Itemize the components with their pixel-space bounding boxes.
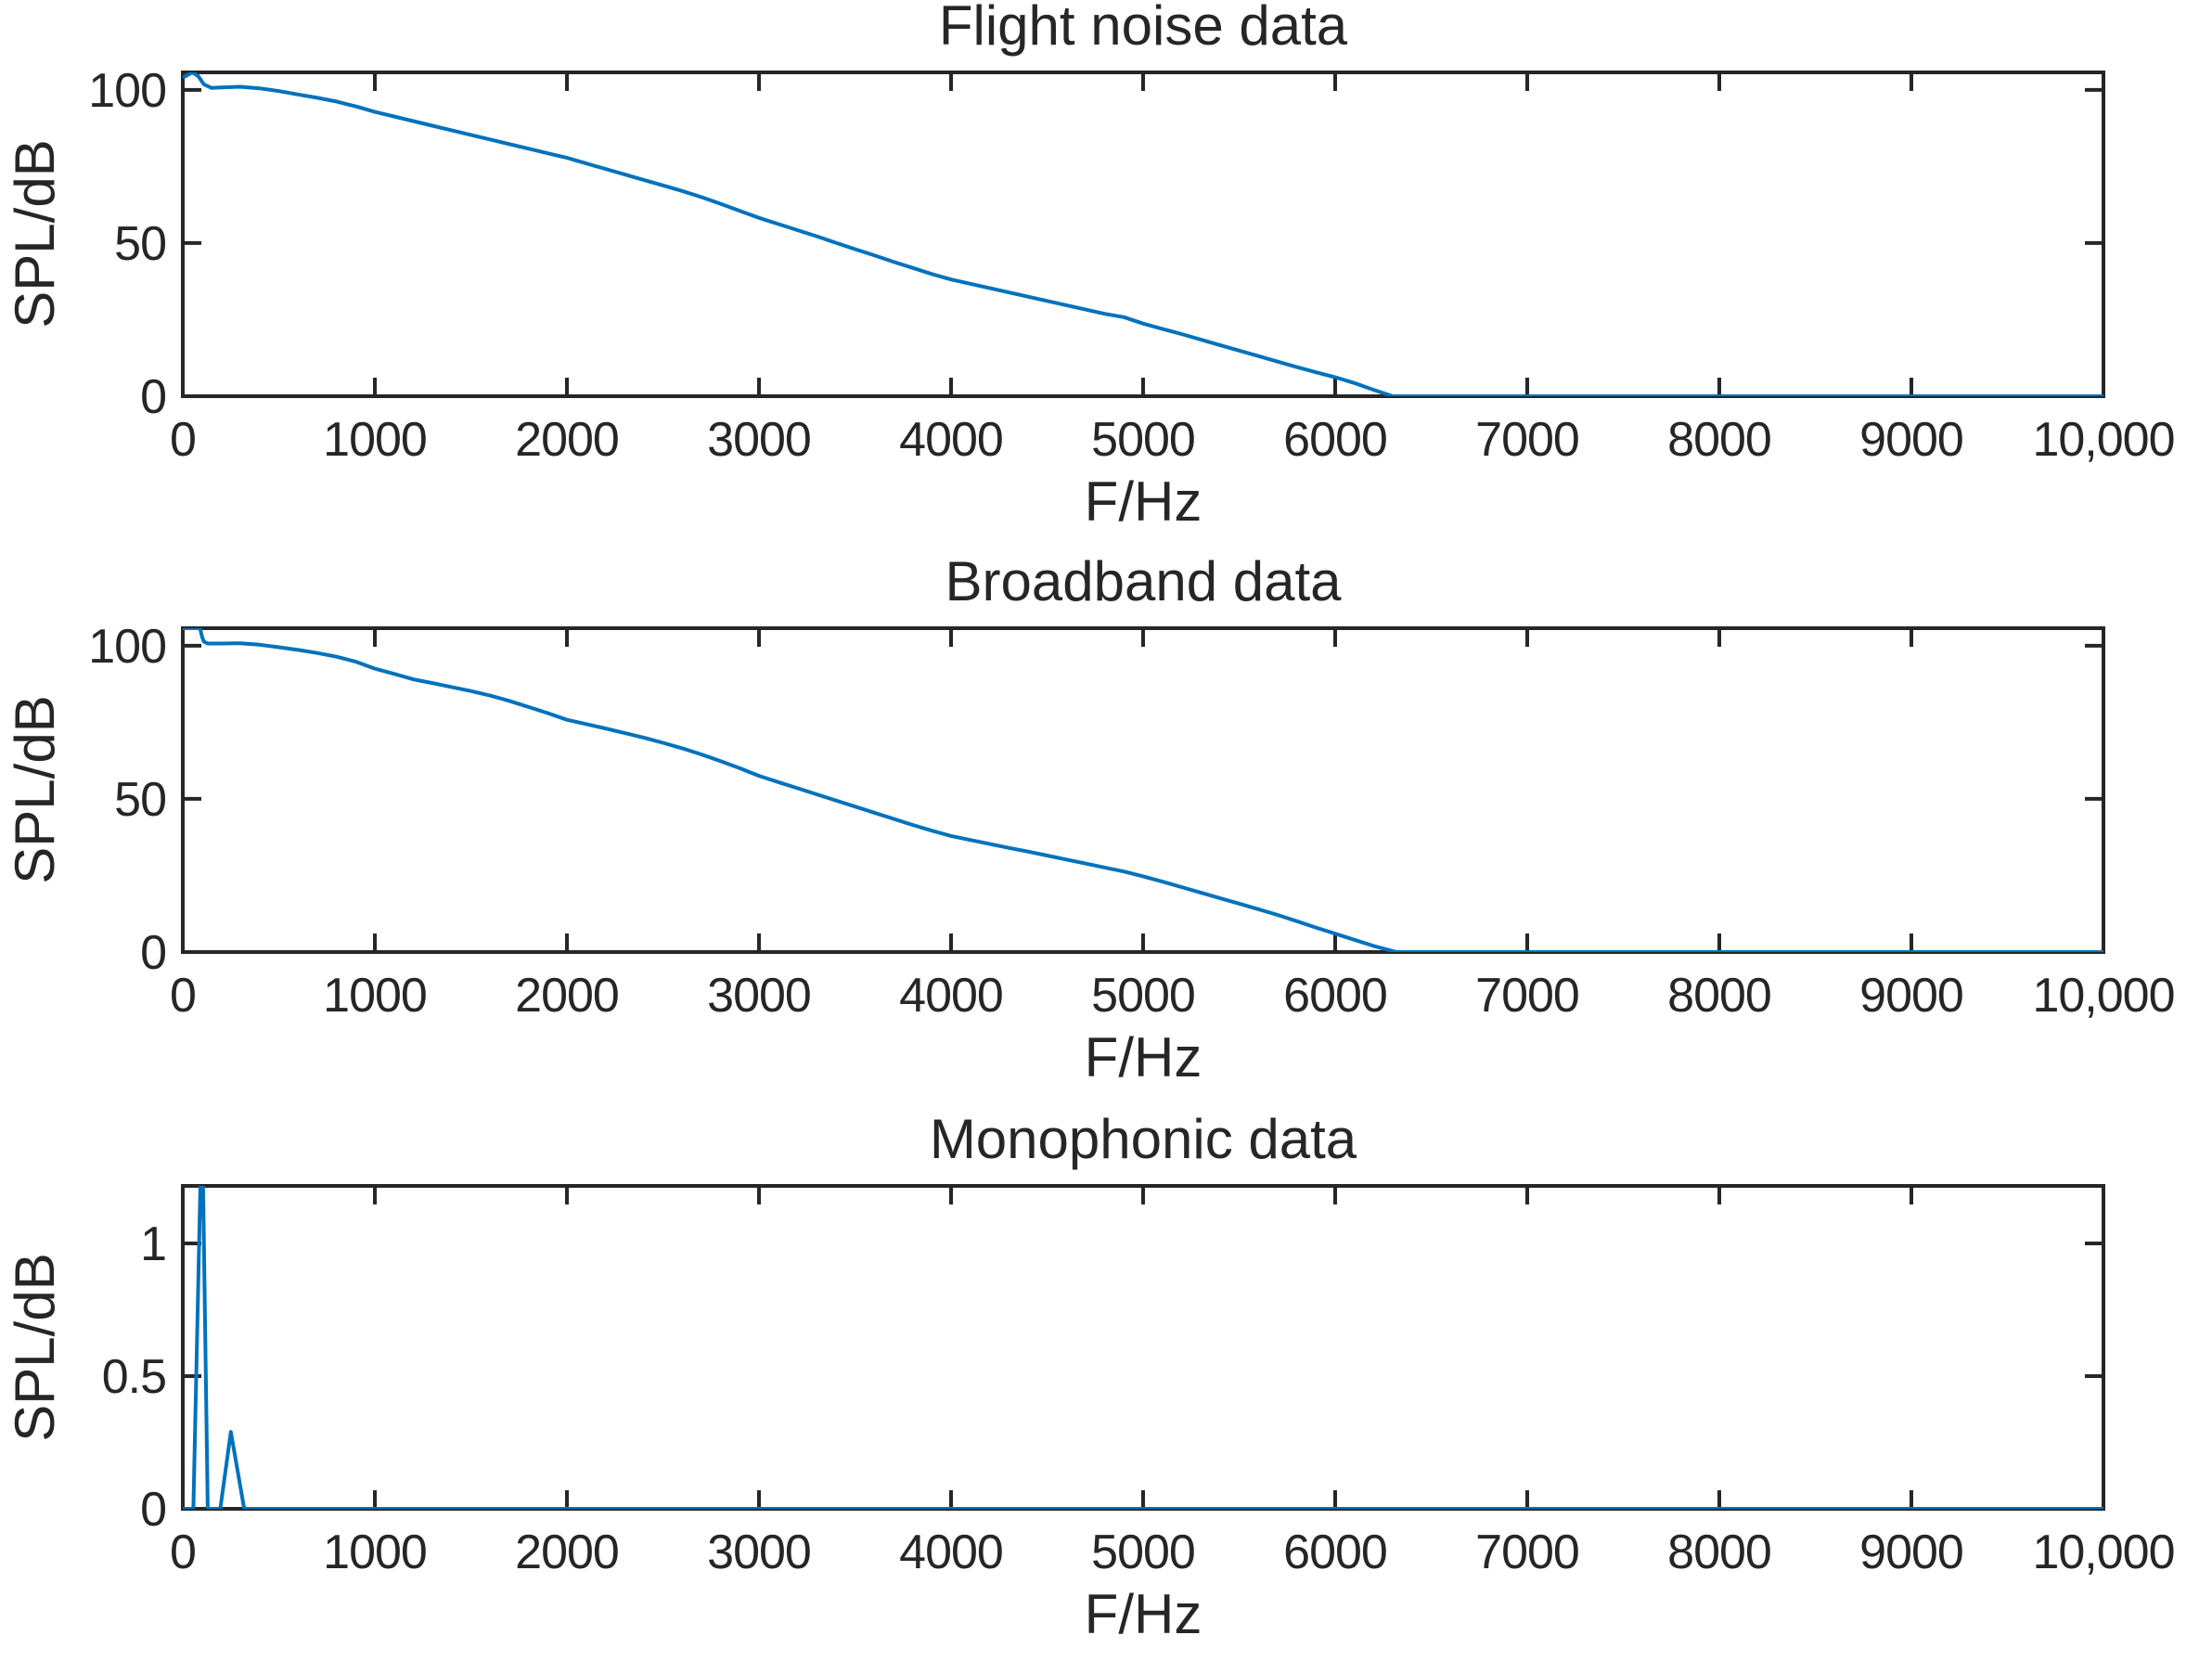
subplot-broadband: Broadband data SPL/dB F/Hz 0 1000 2000 3000…: [4, 557, 2176, 1088]
x-tick-label: 7000: [1475, 1526, 1579, 1579]
x-tick-label: 10,000: [2032, 413, 2174, 467]
x-tick-label: 6000: [1283, 413, 1387, 467]
y-tick-labels: 00.51: [102, 1217, 167, 1537]
plot-area: 0 1000 2000 3000 4000 5000 6000 7000 8000 9000 10,…: [102, 1184, 2176, 1579]
plot-title: Flight noise data: [939, 0, 1348, 57]
x-tick-label: 8000: [1667, 413, 1771, 467]
y-tick-label: 50: [114, 773, 166, 827]
x-tick-label: 0: [170, 969, 196, 1023]
x-tick-label: 4000: [899, 969, 1003, 1023]
x-tick-labels: 0 1000 2000 3000 4000 5000 6000 7000 8000 9000 10,…: [170, 1526, 2175, 1579]
x-tick-label: 2000: [515, 413, 619, 467]
axes-box: [181, 626, 2105, 954]
y-tick-label: 100: [88, 620, 166, 674]
x-tick-label: 1000: [323, 969, 427, 1023]
x-tick-labels: 0 1000 2000 3000 4000 5000 6000 7000 8000 9000 10,…: [170, 413, 2175, 467]
x-tick-label: 7000: [1475, 413, 1579, 467]
subplot-flight-noise: Flight noise data SPL/dB F/Hz 0 1000 2000 3…: [4, 0, 2176, 533]
plot-title: Broadband data: [945, 557, 1342, 612]
y-ticks: [183, 1242, 2103, 1511]
x-axis-label: F/Hz: [1085, 1583, 1202, 1645]
y-axis-label: SPL/dB: [4, 139, 66, 328]
y-tick-label: 0: [140, 370, 166, 424]
x-tick-label: 6000: [1283, 969, 1387, 1023]
x-tick-label: 1000: [323, 1526, 427, 1579]
x-tick-label: 5000: [1091, 1526, 1195, 1579]
y-tick-label: 100: [88, 64, 166, 118]
x-axis-label: F/Hz: [1085, 470, 1202, 533]
y-tick-label: 50: [114, 217, 166, 271]
x-tick-label: 3000: [707, 969, 811, 1023]
x-tick-label: 2000: [515, 1526, 619, 1579]
flight-noise-spectrum-line: [183, 72, 2103, 396]
monophonic-spectrum-line: [183, 1186, 2103, 1509]
x-tick-label: 3000: [707, 413, 811, 467]
x-ticks: [181, 72, 2105, 396]
y-tick-labels: 0 50 100: [88, 64, 167, 424]
x-tick-labels: 0 1000 2000 3000 4000 5000 6000 7000 8000 9000 10,…: [170, 969, 2175, 1023]
axes-box: [181, 71, 2105, 398]
y-tick-label: 0: [140, 926, 166, 980]
broadband-spectrum-line: [183, 628, 2103, 952]
x-tick-label: 7000: [1475, 969, 1579, 1023]
subplot-monophonic: Monophonic data SPL/dB F/Hz 0 1000 2000 300…: [4, 1114, 2176, 1645]
x-tick-label: 10,000: [2032, 1526, 2174, 1579]
y-tick-labels: 0 50 100: [88, 620, 167, 980]
axes-box: [181, 1184, 2105, 1511]
x-tick-label: 3000: [707, 1526, 811, 1579]
x-tick-label: 5000: [1091, 969, 1195, 1023]
y-axis-label: SPL/dB: [4, 1253, 66, 1441]
plot-area: 0 1000 2000 3000 4000 5000 6000 7000 8000 9000 10,…: [88, 620, 2175, 1023]
x-tick-label: 9000: [1859, 413, 1963, 467]
x-tick-label: 8000: [1667, 1526, 1771, 1579]
x-tick-label: 8000: [1667, 969, 1771, 1023]
x-tick-label: 9000: [1859, 1526, 1963, 1579]
x-tick-label: 0: [170, 1526, 196, 1579]
y-tick-label: 0.5: [102, 1350, 166, 1404]
x-tick-label: 2000: [515, 969, 619, 1023]
x-tick-label: 4000: [899, 1526, 1003, 1579]
y-tick-label: 1: [140, 1217, 166, 1271]
x-axis-label: F/Hz: [1085, 1026, 1202, 1088]
x-tick-label: 5000: [1091, 413, 1195, 467]
x-tick-label: 6000: [1283, 1526, 1387, 1579]
x-tick-label: 10,000: [2032, 969, 2174, 1023]
plot-title: Monophonic data: [930, 1114, 1357, 1170]
y-tick-label: 0: [140, 1483, 166, 1537]
x-tick-label: 9000: [1859, 969, 1963, 1023]
x-tick-label: 4000: [899, 413, 1003, 467]
y-axis-label: SPL/dB: [4, 695, 66, 883]
x-ticks: [181, 628, 2105, 952]
x-tick-label: 0: [170, 413, 196, 467]
x-tick-label: 1000: [323, 413, 427, 467]
x-ticks: [181, 1186, 2105, 1509]
plot-area: 0 1000 2000 3000 4000 5000 6000 7000 8000 9000 10,…: [88, 64, 2175, 467]
